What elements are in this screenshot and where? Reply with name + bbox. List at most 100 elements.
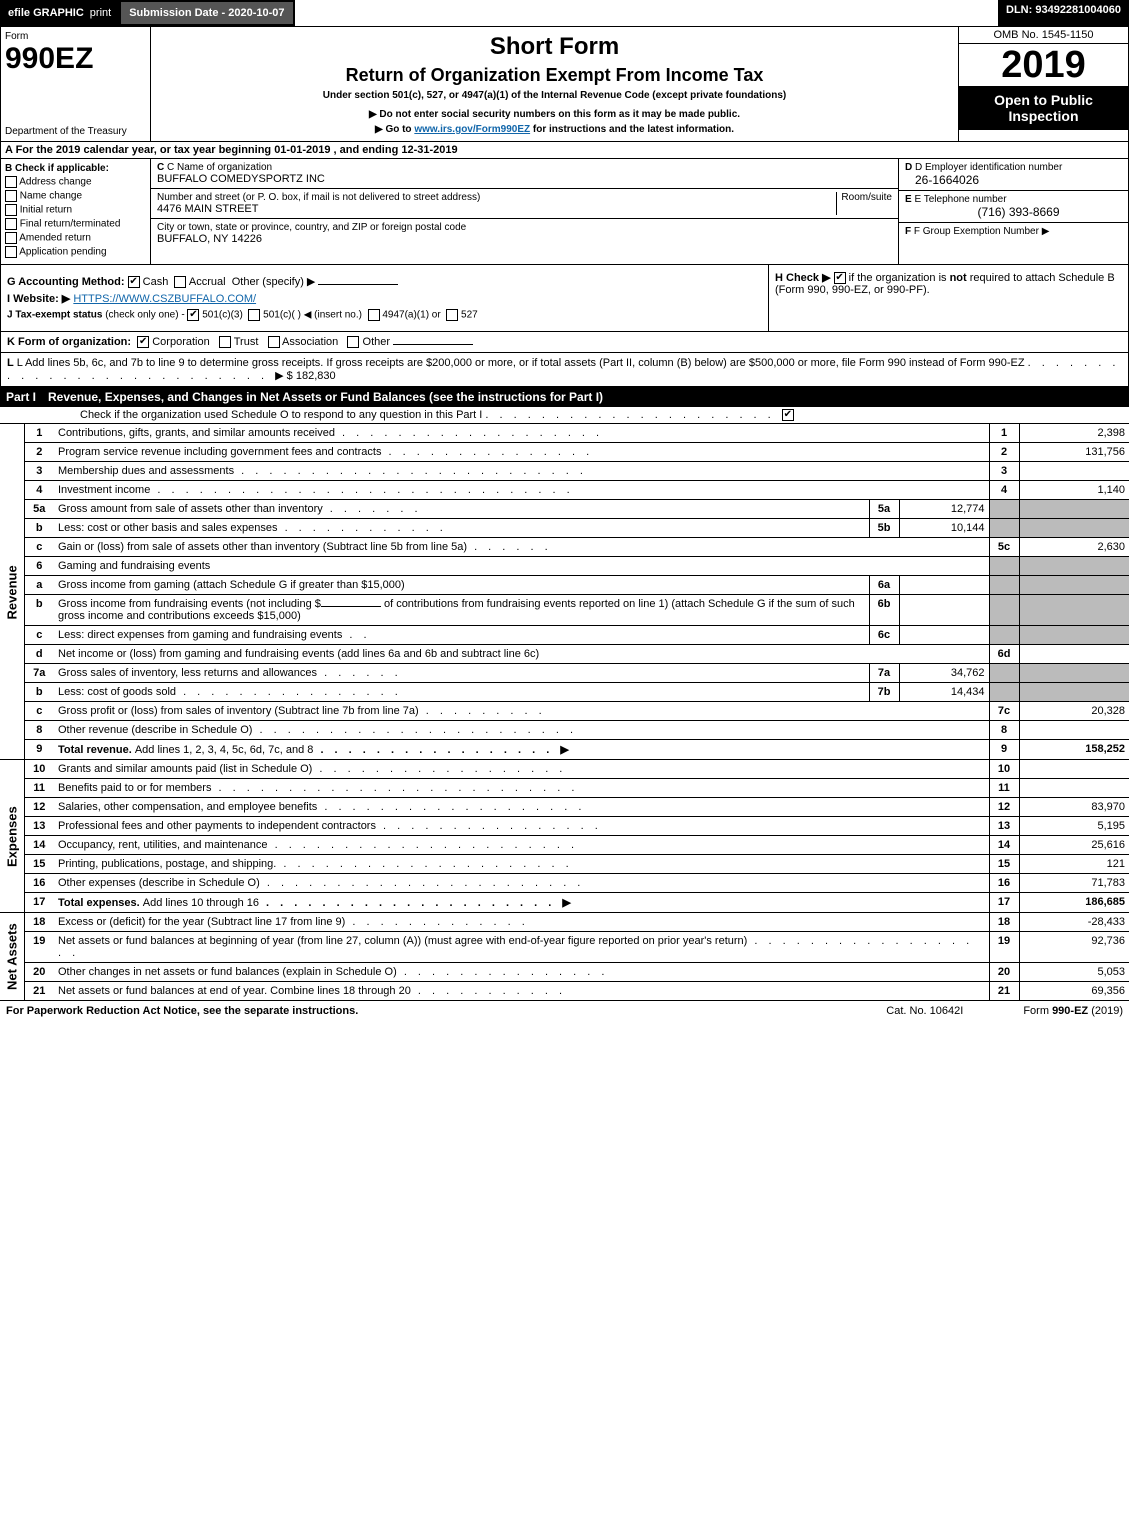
cb-501c3[interactable] [187, 309, 199, 321]
efile-graphic: efile GRAPHIC print [0, 0, 119, 26]
dln: DLN: 93492281004060 [998, 0, 1129, 26]
form-number: 990EZ [5, 42, 146, 76]
org-city: BUFFALO, NY 14226 [157, 233, 466, 245]
line-17: 17 Total expenses. Add lines 10 through … [0, 893, 1129, 913]
e-label: E Telephone number [914, 194, 1006, 205]
cb-initial-return[interactable]: Initial return [5, 204, 146, 216]
cb-address-change[interactable]: Address change [5, 176, 146, 188]
line-18: Net Assets 18 Excess or (deficit) for th… [0, 913, 1129, 932]
line-15: 15 Printing, publications, postage, and … [0, 855, 1129, 874]
form-subtitle: Return of Organization Exempt From Incom… [157, 65, 952, 86]
line-9: 9 Total revenue. Add lines 1, 2, 3, 4, 5… [0, 740, 1129, 760]
b-label: B Check if applicable: [5, 163, 146, 174]
under-section: Under section 501(c), 527, or 4947(a)(1)… [157, 90, 952, 101]
header-center: Short Form Return of Organization Exempt… [151, 27, 958, 141]
line-6: 6 Gaming and fundraising events [0, 557, 1129, 576]
submission-date: Submission Date - 2020-10-07 [119, 0, 294, 26]
print-link[interactable]: print [90, 7, 111, 19]
h-label: H Check ▶ [775, 272, 831, 284]
g-other-input[interactable] [318, 284, 398, 285]
cb-trust[interactable] [219, 336, 231, 348]
footer-right: Form 990-EZ (2019) [1023, 1005, 1123, 1017]
k-label: K Form of organization: [7, 336, 131, 348]
line-7c: c Gross profit or (loss) from sales of i… [0, 702, 1129, 721]
h-text1: if the organization is [849, 272, 950, 284]
j-label: J Tax-exempt status [7, 310, 102, 321]
block-b-through-f: B Check if applicable: Address change Na… [0, 159, 1129, 265]
k-other-input[interactable] [393, 344, 473, 345]
open-public: Open to Public Inspection [959, 86, 1128, 130]
part1-header: Part I Revenue, Expenses, and Changes in… [0, 387, 1129, 407]
l-val: 182,830 [296, 370, 336, 382]
line-2: 2 Program service revenue including gove… [0, 443, 1129, 462]
line-6b: b Gross income from fundraising events (… [0, 595, 1129, 626]
org-name: BUFFALO COMEDYSPORTZ INC [157, 173, 325, 185]
dept-treasury: Department of the Treasury [5, 126, 146, 137]
row-a: A For the 2019 calendar year, or tax yea… [0, 142, 1129, 159]
line-19: 19 Net assets or fund balances at beginn… [0, 932, 1129, 963]
c-street-label: Number and street (or P. O. box, if mail… [157, 192, 480, 203]
d-ein: D D Employer identification number 26-16… [899, 159, 1128, 191]
cb-amended-return[interactable]: Amended return [5, 232, 146, 244]
l-arrow: ▶ $ [275, 370, 293, 382]
cb-501c[interactable] [248, 309, 260, 321]
g-label: G Accounting Method: [7, 276, 125, 288]
row-k: K Form of organization: Corporation Trus… [0, 332, 1129, 353]
cb-other-org[interactable] [347, 336, 359, 348]
footer-left: For Paperwork Reduction Act Notice, see … [6, 1005, 886, 1017]
ein-val: 26-1664026 [905, 173, 1122, 187]
cb-name-change[interactable]: Name change [5, 190, 146, 202]
line-14: 14 Occupancy, rent, utilities, and maint… [0, 836, 1129, 855]
website-link[interactable]: HTTPS://WWW.CSZBUFFALO.COM/ [73, 293, 256, 305]
line-3: 3 Membership dues and assessments . . . … [0, 462, 1129, 481]
form-label: Form [5, 31, 146, 42]
top-bar: efile GRAPHIC print Submission Date - 20… [0, 0, 1129, 26]
line-7b: b Less: cost of goods sold . . . . . . .… [0, 683, 1129, 702]
l-text: L Add lines 5b, 6c, and 7b to line 9 to … [17, 357, 1025, 369]
line-5c: c Gain or (loss) from sale of assets oth… [0, 538, 1129, 557]
cb-application-pending[interactable]: Application pending [5, 246, 146, 258]
cb-h[interactable] [834, 272, 846, 284]
block-g-through-j: G Accounting Method: Cash Accrual Other … [0, 265, 1129, 332]
org-street: 4476 MAIN STREET [157, 203, 480, 215]
page-footer: For Paperwork Reduction Act Notice, see … [0, 1001, 1129, 1021]
goto-line: ▶ Go to www.irs.gov/Form990EZ for instru… [157, 124, 952, 135]
cb-schedule-o[interactable] [782, 409, 794, 421]
cb-final-return[interactable]: Final return/terminated [5, 218, 146, 230]
line-13: 13 Professional fees and other payments … [0, 817, 1129, 836]
irs-link[interactable]: www.irs.gov/Form990EZ [414, 124, 530, 135]
j-note: (check only one) - [105, 310, 184, 321]
g-accounting: G Accounting Method: Cash Accrual Other … [7, 275, 762, 288]
side-expenses: Expenses [0, 760, 24, 913]
i-label: I Website: ▶ [7, 293, 70, 305]
line-5b: b Less: cost or other basis and sales ex… [0, 519, 1129, 538]
line-5a: 5a Gross amount from sale of assets othe… [0, 500, 1129, 519]
d-label: D Employer identification number [915, 162, 1062, 173]
i-website: I Website: ▶ HTTPS://WWW.CSZBUFFALO.COM/ [7, 292, 762, 305]
cb-cash[interactable] [128, 276, 140, 288]
goto-pre: ▶ Go to [375, 124, 414, 135]
part1-sub: Check if the organization used Schedule … [0, 407, 1129, 424]
cb-accrual[interactable] [174, 276, 186, 288]
6b-input[interactable] [321, 606, 381, 607]
ssn-warning: ▶ Do not enter social security numbers o… [157, 109, 952, 120]
goto-post: for instructions and the latest informat… [530, 124, 734, 135]
col-d-e-f: D D Employer identification number 26-16… [898, 159, 1128, 264]
g-left: G Accounting Method: Cash Accrual Other … [1, 265, 768, 331]
cb-527[interactable] [446, 309, 458, 321]
c-city-row: City or town, state or province, country… [151, 219, 898, 248]
efile-label: efile GRAPHIC [8, 7, 84, 19]
j-tax-exempt: J Tax-exempt status (check only one) - 5… [7, 309, 762, 321]
cb-association[interactable] [268, 336, 280, 348]
c-name-row: C C Name of organization BUFFALO COMEDYS… [151, 159, 898, 189]
cb-corporation[interactable] [137, 336, 149, 348]
h-block: H Check ▶ if the organization is not req… [768, 265, 1128, 331]
line-20: 20 Other changes in net assets or fund b… [0, 963, 1129, 982]
line-16: 16 Other expenses (describe in Schedule … [0, 874, 1129, 893]
e-phone: E E Telephone number (716) 393-8669 [899, 191, 1128, 223]
footer-center: Cat. No. 10642I [886, 1005, 963, 1017]
cb-4947[interactable] [368, 309, 380, 321]
side-netassets: Net Assets [0, 913, 24, 1001]
col-b: B Check if applicable: Address change Na… [1, 159, 151, 264]
c-street-row: Number and street (or P. O. box, if mail… [151, 189, 898, 219]
